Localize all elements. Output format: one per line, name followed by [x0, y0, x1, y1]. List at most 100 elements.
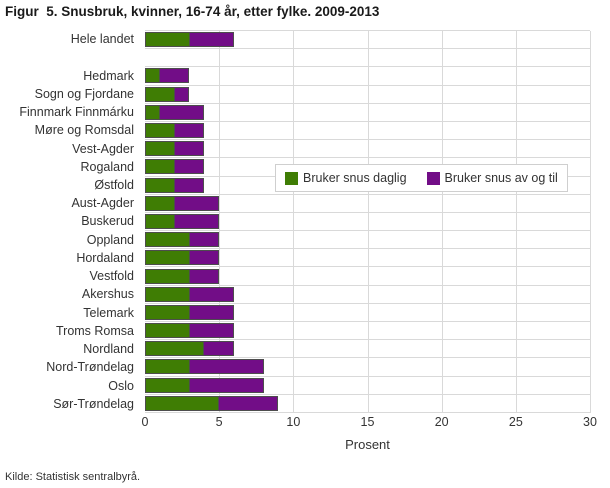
bar-rows — [145, 31, 590, 413]
bar-segment-occasional — [174, 86, 190, 102]
stacked-bar — [145, 195, 590, 211]
bar-segment-daily — [145, 177, 175, 193]
gridline-30 — [590, 31, 591, 413]
legend-item-occasional: Bruker snus av og til — [426, 171, 558, 185]
x-tick-label-30: 30 — [583, 415, 597, 429]
bar-segment-daily — [145, 141, 175, 157]
stacked-bar — [145, 395, 590, 411]
bar-segment-daily — [145, 213, 175, 229]
bar-segment-daily — [145, 68, 160, 84]
bar-segment-daily — [145, 304, 190, 320]
legend-swatch-occasional-icon — [426, 171, 440, 185]
category-label: Aust-Agder — [71, 196, 134, 211]
bar-segment-daily — [145, 159, 175, 175]
category-label: Vestfold — [89, 269, 134, 284]
x-axis-title: Prosent — [345, 437, 390, 452]
category-label: Oppland — [86, 232, 134, 247]
stacked-bar — [145, 304, 590, 320]
bar-segment-daily — [145, 323, 190, 339]
stacked-bar — [145, 141, 590, 157]
bar-segment-daily — [145, 395, 220, 411]
stacked-bar — [145, 86, 590, 102]
stacked-bar — [145, 104, 590, 120]
x-tick-label-0: 0 — [141, 415, 149, 429]
category-label: Telemark — [83, 305, 134, 320]
bar-row — [145, 395, 590, 413]
bar-segment-daily — [145, 250, 190, 266]
bar-segment-occasional — [159, 68, 190, 84]
bar-segment-occasional — [174, 141, 205, 157]
bar-segment-daily — [145, 32, 190, 48]
bar-row — [145, 286, 590, 304]
bar-row — [145, 195, 590, 213]
bar-row — [145, 322, 590, 341]
category-label: Hedmark — [83, 68, 134, 83]
bar-segment-occasional — [174, 159, 205, 175]
bar-row — [145, 104, 590, 122]
bar-segment-occasional — [204, 341, 234, 357]
stacked-bar — [145, 177, 590, 193]
stacked-bar — [145, 68, 590, 84]
stacked-bar — [145, 341, 590, 357]
category-label: Østfold — [94, 177, 134, 192]
category-label: Troms Romsa — [55, 323, 134, 338]
bar-row — [145, 267, 590, 286]
bar-segment-occasional — [189, 377, 264, 393]
bar-row — [145, 340, 590, 359]
stacked-bar — [145, 377, 590, 393]
bar-row — [145, 304, 590, 322]
bar-row — [145, 377, 590, 395]
bar-segment-occasional — [159, 104, 205, 120]
bar-segment-occasional — [189, 32, 234, 48]
bar-segment-daily — [145, 86, 175, 102]
stacked-bar — [145, 32, 590, 48]
stacked-bar — [145, 250, 590, 266]
plot-area: Bruker snus daglig Bruker snus av og til — [145, 30, 591, 413]
bar-row — [145, 231, 590, 250]
bar-segment-occasional — [189, 250, 220, 266]
legend-item-daily: Bruker snus daglig — [285, 171, 407, 185]
gridline-10 — [293, 31, 295, 413]
stacked-bar — [145, 286, 590, 302]
gridline-20 — [441, 31, 443, 413]
legend: Bruker snus daglig Bruker snus av og til — [275, 164, 568, 192]
category-label: Nordland — [83, 342, 134, 357]
legend-label-daily: Bruker snus daglig — [303, 171, 407, 185]
bar-row — [145, 249, 590, 268]
legend-label-occasional: Bruker snus av og til — [444, 171, 558, 185]
gridline-25 — [515, 31, 517, 413]
category-label: Sør-Trøndelag — [53, 396, 134, 411]
stacked-bar — [145, 213, 590, 229]
stacked-bar — [145, 159, 590, 175]
stacked-bar — [145, 268, 590, 284]
bar-segment-daily — [145, 377, 190, 393]
category-label: Nord-Trøndelag — [46, 360, 134, 375]
category-label: Oslo — [108, 378, 134, 393]
category-label: Buskerud — [81, 214, 134, 229]
bar-segment-daily — [145, 359, 190, 375]
bar-segment-occasional — [174, 213, 220, 229]
category-label: Rogaland — [80, 159, 134, 174]
bar-segment-occasional — [174, 123, 205, 139]
bar-row — [145, 31, 590, 50]
category-label: Hele landet — [70, 32, 134, 47]
figure-title: Figur 5. Snusbruk, kvinner, 16-74 år, et… — [5, 4, 380, 19]
stacked-bar — [145, 232, 590, 248]
bar-segment-occasional — [219, 395, 279, 411]
source-note: Kilde: Statistisk sentralbyrå. — [5, 471, 141, 483]
category-label: Sogn og Fjordane — [34, 86, 134, 101]
bar-segment-occasional — [189, 232, 220, 248]
x-tick-label-25: 25 — [508, 415, 523, 429]
category-label: Finnmark Finnmárku — [19, 105, 134, 120]
bar-row-empty — [145, 49, 590, 68]
bar-segment-occasional — [189, 359, 264, 375]
category-label: Akershus — [81, 287, 134, 302]
category-label: Møre og Romsdal — [34, 123, 134, 138]
bar-segment-daily — [145, 104, 160, 120]
bar-segment-occasional — [174, 177, 205, 193]
bar-row — [145, 358, 590, 377]
bar-row — [145, 122, 590, 141]
bar-segment-occasional — [189, 286, 234, 302]
bar-segment-occasional — [174, 195, 220, 211]
category-labels: Hele landet Hedmark Sogn og Fjordane Finnma… — [0, 30, 140, 413]
